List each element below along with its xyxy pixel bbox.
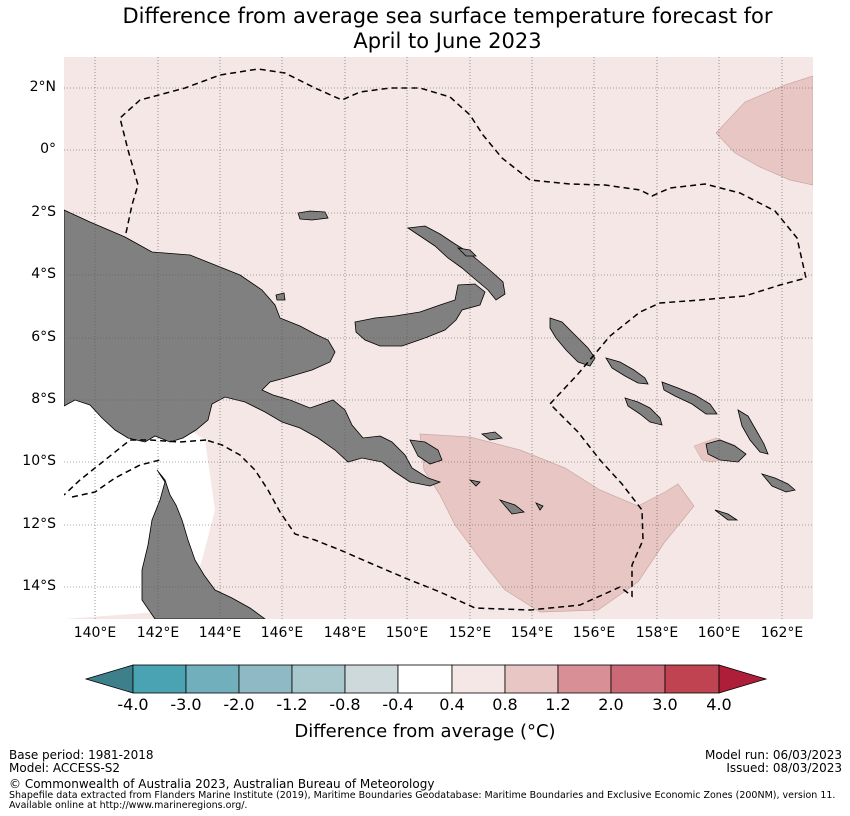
lon-tick-label: 158°E	[635, 625, 679, 641]
land-misima	[468, 479, 481, 487]
source-text-line-2: Available online at http://www.marinereg…	[9, 800, 248, 811]
land-cape-york	[141, 469, 266, 619]
lon-tick-label: 140°E	[73, 625, 117, 641]
colorbar-segment-9	[557, 664, 612, 694]
lat-tick-label: 2°N	[29, 79, 56, 95]
lon-tick-label: 154°E	[510, 625, 554, 641]
lon-tick-label: 148°E	[323, 625, 367, 641]
colorbar-arrow-low	[84, 664, 134, 694]
colorbar	[84, 664, 768, 694]
lat-tick-label: 0°	[40, 141, 56, 157]
title-line-2: April to June 2023	[353, 29, 542, 53]
lat-tick-label: 6°S	[31, 329, 56, 345]
warm-anomaly-patch-east	[715, 75, 813, 186]
lat-tick-label: 8°S	[31, 391, 56, 407]
colorbar-segment-3	[238, 664, 293, 694]
land-new-georgia	[624, 397, 663, 426]
colorbar-segment-7	[451, 664, 506, 694]
colorbar-tick-label: -0.8	[329, 695, 361, 714]
land-louisiade-3	[535, 502, 544, 511]
colorbar-tick-label: 3.0	[652, 695, 678, 714]
title-line-1: Difference from average sea surface temp…	[122, 4, 773, 28]
colorbar-tick-label: 4.0	[706, 695, 732, 714]
lon-tick-label: 152°E	[448, 625, 492, 641]
lon-tick-label: 146°E	[260, 625, 304, 641]
land-choiseul	[605, 357, 649, 385]
land-malaita	[737, 409, 769, 455]
land-dentrecasteaux	[409, 439, 443, 465]
lon-tick-label: 144°E	[198, 625, 242, 641]
colorbar-arrow-high	[718, 664, 768, 694]
colorbar-tick-label: 1.2	[545, 695, 571, 714]
land-bougainville	[549, 317, 596, 367]
land-small-island-2	[714, 509, 739, 521]
colorbar-tick-label: -1.2	[276, 695, 308, 714]
lon-tick-label: 150°E	[385, 625, 429, 641]
colorbar-tick-label: 0.8	[492, 695, 518, 714]
land-makira	[760, 473, 796, 493]
lon-tick-label: 142°E	[136, 625, 180, 641]
land-small-island-1	[275, 292, 286, 301]
colorbar-segment-8	[504, 664, 559, 694]
lat-tick-label: 4°S	[31, 266, 56, 282]
model-text: Model: ACCESS-S2	[9, 761, 121, 775]
lat-tick-label: 14°S	[22, 578, 56, 594]
lon-tick-label: 162°E	[760, 625, 804, 641]
lon-tick-label: 160°E	[697, 625, 741, 641]
colorbar-segment-2	[185, 664, 240, 694]
land-guadalcanal	[705, 439, 747, 463]
chart-title: Difference from average sea surface temp…	[0, 4, 850, 54]
grid-lines	[64, 57, 813, 619]
land-louisiade-1	[480, 431, 503, 441]
colorbar-segment-11	[664, 664, 720, 694]
lat-tick-label: 2°S	[31, 204, 56, 220]
colorbar-tick-label: -4.0	[117, 695, 149, 714]
model-run-text: Model run: 06/03/2023	[704, 748, 842, 762]
colorbar-tick-label: -0.4	[382, 695, 414, 714]
land-new-britain	[354, 283, 486, 347]
source-text-line-1: Shapefile data extracted from Flanders M…	[9, 790, 836, 801]
land-new-ireland	[406, 225, 506, 301]
colorbar-tick-label: -2.0	[223, 695, 255, 714]
colorbar-segment-6	[397, 664, 453, 694]
eez-boundary-torres-strait	[64, 439, 207, 498]
copyright-text: © Commonwealth of Australia 2023, Austra…	[9, 777, 435, 791]
colorbar-tick-label: -3.0	[170, 695, 202, 714]
colorbar-title: Difference from average (°C)	[294, 721, 556, 742]
lon-tick-label: 156°E	[572, 625, 616, 641]
land-manus	[297, 210, 329, 221]
issued-text: Issued: 08/03/2023	[726, 761, 842, 775]
eez-boundary-png	[119, 68, 807, 611]
colorbar-segment-10	[610, 664, 666, 694]
colorbar-tick-label: 0.4	[439, 695, 465, 714]
colorbar-segment-1	[132, 664, 187, 694]
base-period-text: Base period: 1981-2018	[9, 748, 154, 762]
lat-tick-label: 12°S	[22, 516, 56, 532]
colorbar-segment-5	[344, 664, 399, 694]
lat-tick-label: 10°S	[22, 453, 56, 469]
colorbar-segment-4	[291, 664, 346, 694]
colorbar-tick-label: 2.0	[598, 695, 624, 714]
land-santa-isabel	[661, 381, 718, 415]
land-louisiade-2	[498, 499, 525, 515]
land-small-island-3	[456, 247, 477, 257]
